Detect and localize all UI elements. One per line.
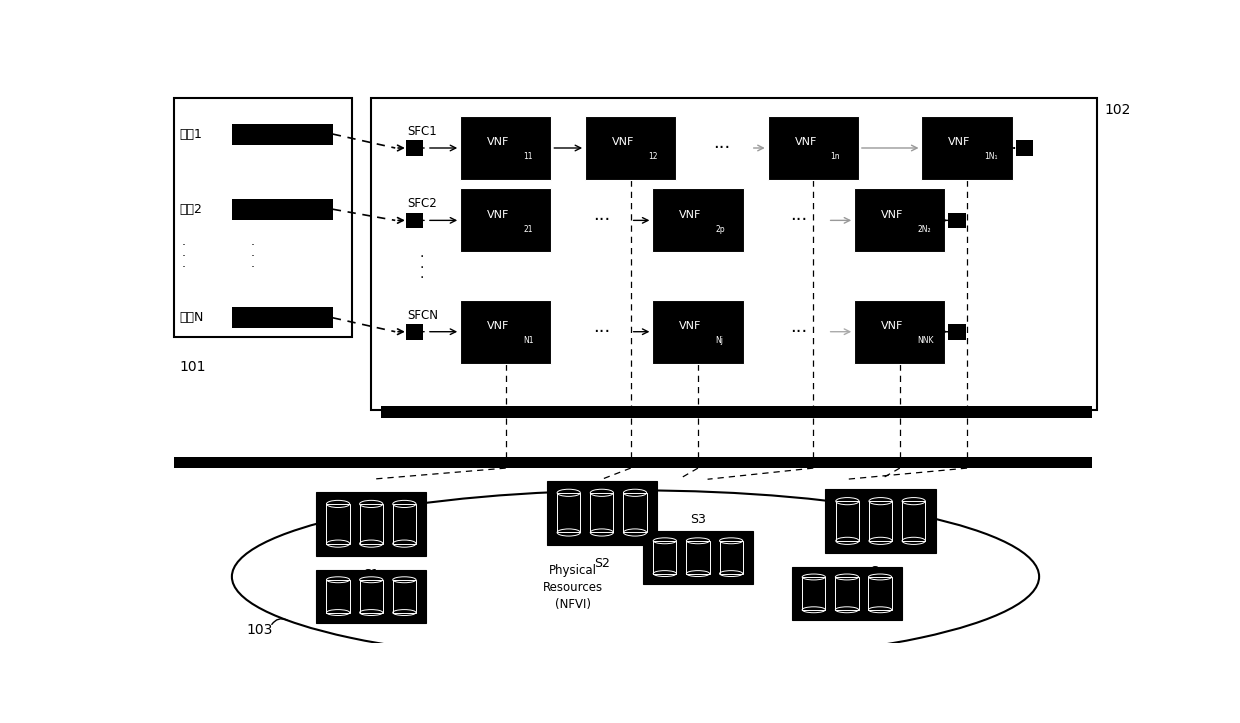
Text: SFC1: SFC1 — [408, 125, 438, 138]
Bar — [232, 307, 332, 328]
Bar — [949, 213, 966, 228]
Text: 101: 101 — [179, 359, 206, 374]
Text: Nj: Nj — [715, 336, 723, 345]
Text: 102: 102 — [1105, 103, 1131, 117]
Text: Sm: Sm — [870, 565, 890, 578]
Bar — [393, 580, 415, 612]
Bar — [547, 481, 657, 544]
Text: ·
·
·: · · · — [420, 250, 424, 286]
Bar — [316, 492, 427, 556]
Bar — [768, 116, 859, 180]
Bar — [460, 116, 552, 180]
Bar — [719, 541, 743, 573]
Bar — [460, 300, 552, 364]
Text: ·
·
·: · · · — [250, 239, 255, 274]
Bar — [360, 504, 383, 544]
Text: ···: ··· — [593, 211, 610, 229]
Text: S3: S3 — [689, 513, 706, 526]
Bar — [949, 324, 966, 340]
Text: VNF: VNF — [880, 321, 903, 331]
Bar — [371, 98, 1096, 410]
Bar — [642, 531, 753, 583]
Text: ···: ··· — [713, 139, 730, 157]
Text: ···: ··· — [790, 211, 807, 229]
Bar — [360, 580, 383, 612]
Text: ···: ··· — [790, 322, 807, 341]
Bar — [590, 493, 614, 533]
Bar — [826, 489, 936, 553]
Bar — [854, 189, 945, 252]
Bar — [381, 406, 1092, 418]
Text: VNF: VNF — [880, 210, 903, 220]
Text: VNF: VNF — [795, 137, 817, 147]
Text: 用户2: 用户2 — [179, 202, 202, 215]
Bar — [232, 199, 332, 220]
Bar — [687, 541, 709, 573]
Text: S2: S2 — [594, 557, 610, 570]
Bar — [868, 577, 892, 609]
Bar — [653, 541, 676, 573]
Bar — [652, 189, 744, 252]
Text: NNK: NNK — [918, 336, 934, 345]
Text: VNF: VNF — [487, 210, 510, 220]
Text: Physical
Resources
(NFVI): Physical Resources (NFVI) — [543, 564, 603, 612]
Text: VNF: VNF — [487, 321, 510, 331]
Bar — [921, 116, 1013, 180]
Bar — [903, 501, 925, 541]
Bar — [836, 501, 859, 541]
Bar — [326, 580, 350, 612]
Bar — [232, 124, 332, 145]
Text: VNF: VNF — [680, 210, 702, 220]
Bar — [869, 501, 892, 541]
Bar — [624, 493, 646, 533]
Text: VNF: VNF — [949, 137, 971, 147]
Text: 11: 11 — [523, 153, 532, 161]
Ellipse shape — [232, 490, 1039, 663]
Text: 103: 103 — [247, 623, 273, 636]
Bar — [316, 570, 427, 623]
Text: 12: 12 — [649, 153, 657, 161]
Bar — [393, 504, 415, 544]
Text: 1n: 1n — [831, 153, 841, 161]
Text: VNF: VNF — [487, 137, 510, 147]
Text: ···: ··· — [593, 322, 610, 341]
Text: ·
·
·: · · · — [182, 239, 186, 274]
Text: 1N₁: 1N₁ — [985, 153, 998, 161]
Text: 用户1: 用户1 — [179, 127, 202, 140]
Bar — [1016, 140, 1033, 155]
Text: SFC2: SFC2 — [408, 197, 438, 210]
Bar — [460, 189, 552, 252]
Bar — [836, 577, 858, 609]
Bar — [802, 577, 826, 609]
Bar — [174, 98, 352, 337]
Bar — [557, 493, 580, 533]
Text: 21: 21 — [523, 225, 532, 234]
Bar — [405, 324, 423, 340]
Bar — [854, 300, 945, 364]
Text: SFCN: SFCN — [408, 309, 439, 322]
Bar — [652, 300, 744, 364]
Bar — [326, 504, 350, 544]
Bar — [174, 457, 1092, 468]
Text: VNF: VNF — [680, 321, 702, 331]
Bar — [585, 116, 676, 180]
Text: 2N₂: 2N₂ — [918, 225, 931, 234]
Text: 用户N: 用户N — [179, 312, 203, 325]
Text: 2p: 2p — [715, 225, 725, 234]
Bar — [405, 213, 423, 228]
Bar — [405, 140, 423, 155]
Text: S1: S1 — [363, 568, 379, 581]
Text: N1: N1 — [523, 336, 533, 345]
Text: VNF: VNF — [611, 137, 634, 147]
Bar — [791, 567, 903, 620]
